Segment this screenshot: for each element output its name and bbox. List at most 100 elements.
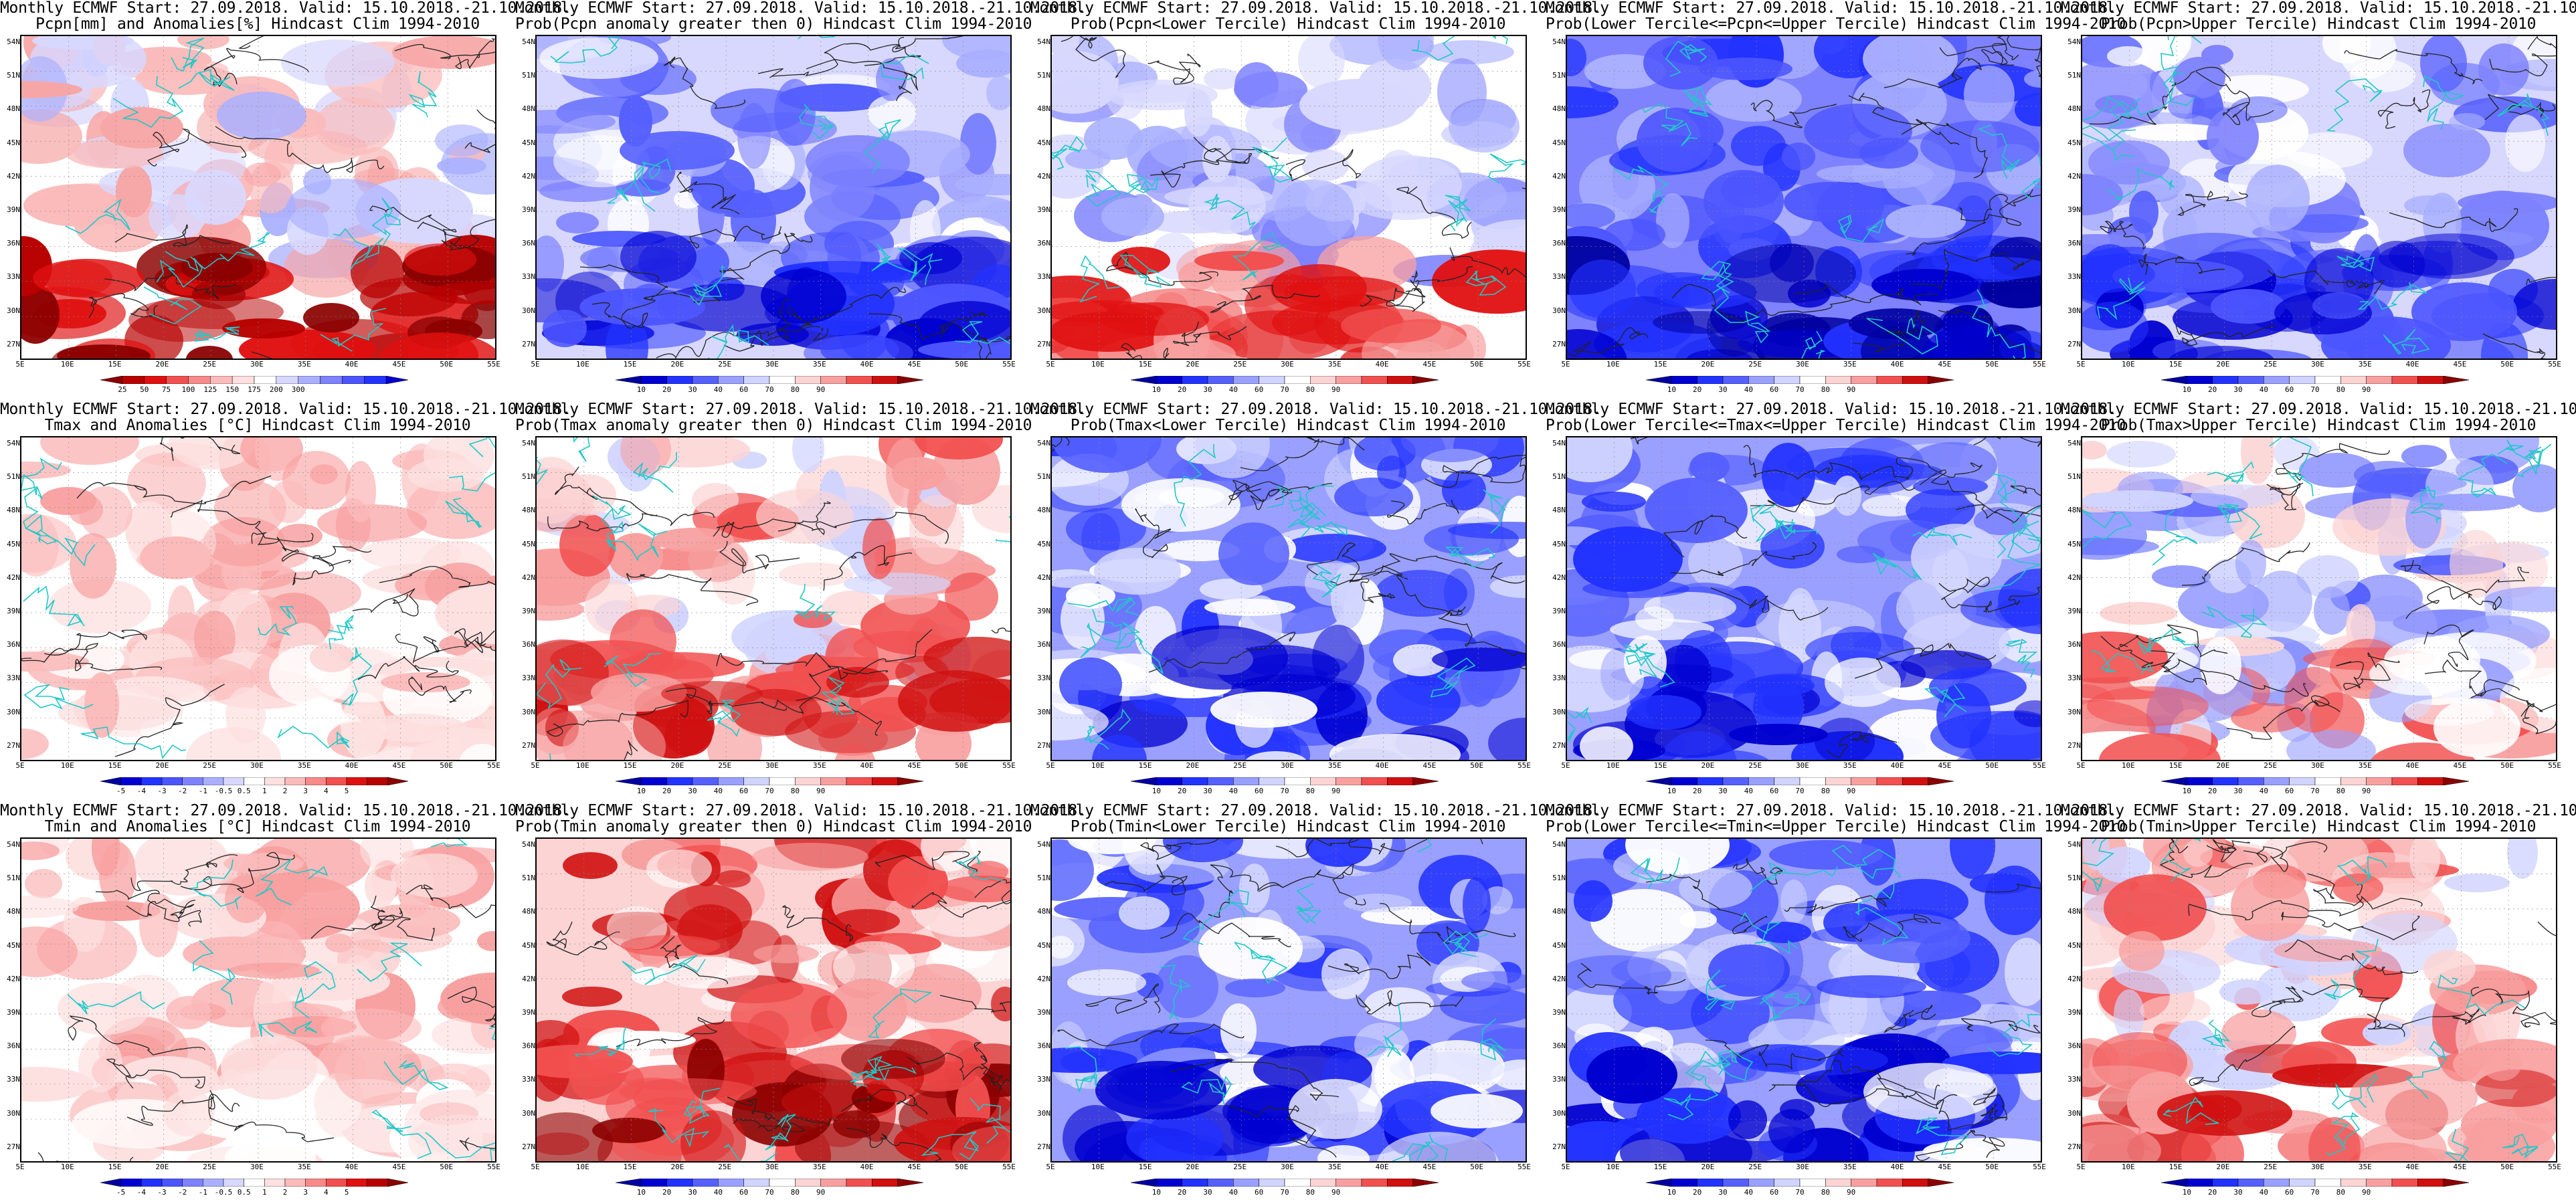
lat-label: 27N xyxy=(522,1142,535,1151)
lon-label: 25E xyxy=(718,1163,732,1171)
colorbar-swatch xyxy=(1131,777,1157,785)
panel-title: Monthly ECMWF Start: 27.09.2018. Valid: … xyxy=(0,0,571,32)
contour-line xyxy=(21,629,147,663)
colorbar-swatch xyxy=(2340,777,2367,785)
colorbar-tick-label: -4 xyxy=(136,787,146,795)
field-blob xyxy=(2296,555,2359,598)
contour-line xyxy=(2266,482,2304,510)
lon-label: 30E xyxy=(765,761,779,770)
colorbar-swatch xyxy=(1361,1179,1388,1187)
colorbar-tick-label: 2 xyxy=(282,1188,288,1197)
colorbar-tick-label: 150 xyxy=(225,385,240,394)
coastline xyxy=(2134,71,2195,116)
lat-label: 42N xyxy=(2067,573,2081,582)
field-blob xyxy=(664,884,752,940)
colorbar-tick-label: 90 xyxy=(816,787,826,795)
colorbar-tick-label: 300 xyxy=(291,385,305,394)
colorbar-tick-label: 10 xyxy=(636,385,646,394)
colorbar-tick-label: 30 xyxy=(1203,1188,1212,1197)
colorbar-tick-label: 70 xyxy=(2310,1188,2320,1197)
field-blob xyxy=(345,461,376,522)
coastline xyxy=(488,1026,495,1041)
panel-title-line2: Prob(Tmin<Lower Tercile) Hindcast Clim 1… xyxy=(1070,818,1506,835)
colorbar-swatch xyxy=(1774,777,1801,785)
colorbar-swatch xyxy=(1902,376,1928,384)
field-blob xyxy=(2284,667,2343,732)
lon-label: 55E xyxy=(1002,761,1016,770)
map-area xyxy=(535,35,1012,360)
contour-line xyxy=(2302,984,2405,1037)
coastline xyxy=(2011,520,2041,554)
contour-line xyxy=(719,540,800,574)
contour-line xyxy=(911,890,1010,918)
field-blob xyxy=(225,875,268,923)
lon-label: 30E xyxy=(250,1163,264,1171)
contour-line xyxy=(1853,310,1925,353)
field-blob xyxy=(1679,868,1752,908)
field-blob xyxy=(915,437,1003,460)
coastline xyxy=(277,726,350,749)
map-area xyxy=(2081,35,2557,360)
colorbar-swatch xyxy=(1876,376,1903,384)
lat-label: 30N xyxy=(1037,707,1050,716)
field-blob xyxy=(1317,1145,1370,1161)
colorbar-swatch xyxy=(2161,376,2187,384)
lon-label: 55E xyxy=(1517,761,1531,770)
coastline xyxy=(723,1143,777,1161)
contour-line xyxy=(868,310,988,340)
field-blob xyxy=(627,649,687,674)
coastline xyxy=(2324,938,2379,1000)
field-blob xyxy=(1911,524,2002,591)
lat-label: 42N xyxy=(522,171,535,181)
colorbar-tick-label: 4 xyxy=(324,787,329,795)
lat-label: 45N xyxy=(2067,539,2081,548)
contour-line xyxy=(555,466,658,516)
panel-title-line1: Monthly ECMWF Start: 27.09.2018. Valid: … xyxy=(0,0,571,17)
field-blob xyxy=(986,76,1010,110)
coastline xyxy=(156,251,203,288)
contour-line xyxy=(1710,587,1829,621)
field-blob xyxy=(942,36,1010,60)
colorbar-tick-label: 10 xyxy=(1152,1188,1161,1197)
lon-label: 50E xyxy=(955,360,969,369)
field-blob xyxy=(2405,698,2494,726)
contour-line xyxy=(104,269,237,300)
lat-label: 54N xyxy=(7,37,20,46)
coastline xyxy=(1445,546,1496,568)
colorbar-labels: -5 -4 -3 -2 -1 -0.5 0.5 1 2 3 4 5 xyxy=(100,787,408,796)
map-panel-tmax-prob-gt0: Monthly ECMWF Start: 27.09.2018. Valid: … xyxy=(515,401,1087,803)
lat-label: 45N xyxy=(1037,539,1050,548)
coastline xyxy=(634,158,672,212)
contour-line xyxy=(1985,587,2041,613)
field-blob xyxy=(1449,100,1520,153)
colorbar-swatch xyxy=(100,1179,121,1187)
lon-label: 35E xyxy=(2358,761,2372,770)
lat-label: 45N xyxy=(2067,138,2081,147)
colorbar-tick-label: 60 xyxy=(1770,787,1779,795)
lat-label: 42N xyxy=(522,974,535,983)
field-blob xyxy=(21,1067,94,1102)
contour-line xyxy=(2181,542,2310,586)
lon-label: 10E xyxy=(1091,761,1105,770)
field-blob xyxy=(1729,724,1828,745)
colorbar-swatch xyxy=(1902,1179,1928,1187)
colorbar-swatch xyxy=(795,1179,821,1187)
map-svg xyxy=(1052,839,1526,1161)
lat-label: 51N xyxy=(522,71,535,80)
lat-label: 51N xyxy=(522,472,535,482)
field-blob xyxy=(2106,441,2176,468)
contour-line xyxy=(147,128,247,167)
field-blob xyxy=(2082,538,2159,555)
field-blob xyxy=(1784,182,1873,222)
lon-label: 15E xyxy=(623,1163,637,1171)
field-blob xyxy=(945,573,998,621)
colorbar-tick-label: 60 xyxy=(739,385,749,394)
colorbar-swatch xyxy=(2237,777,2264,785)
map-area xyxy=(1566,436,2042,761)
field-blob xyxy=(2082,631,2168,684)
field-blob xyxy=(892,964,982,1023)
lon-label: 25E xyxy=(1233,360,1247,369)
lon-label: 40E xyxy=(1375,360,1389,369)
field-blob xyxy=(1204,68,1240,90)
field-blob xyxy=(1567,955,1671,995)
